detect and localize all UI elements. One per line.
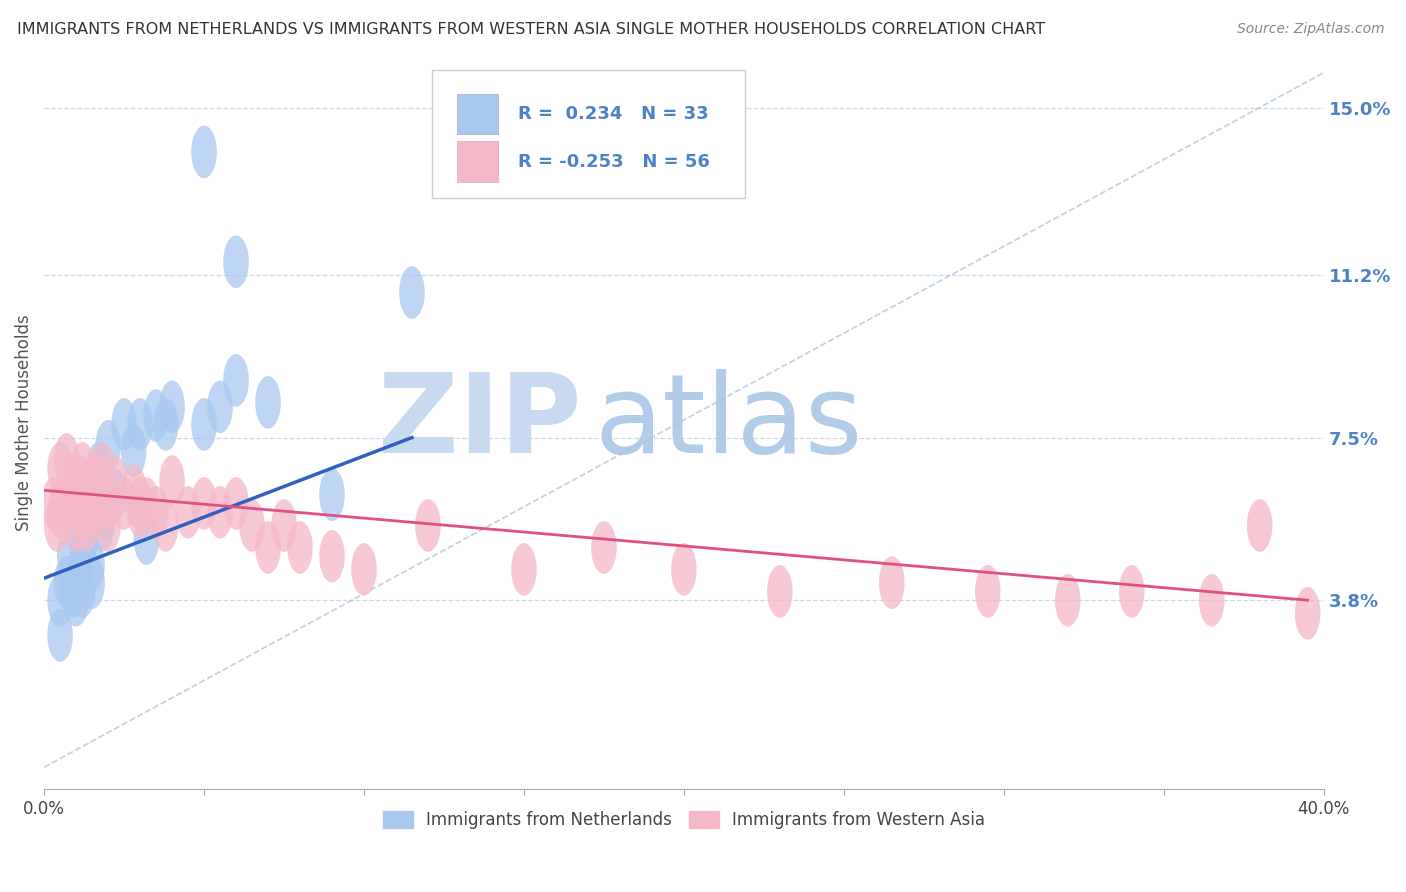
Ellipse shape	[70, 442, 96, 495]
Ellipse shape	[319, 468, 344, 521]
Ellipse shape	[224, 354, 249, 407]
Ellipse shape	[79, 455, 105, 508]
Ellipse shape	[48, 574, 73, 626]
Ellipse shape	[79, 539, 105, 591]
Ellipse shape	[207, 486, 233, 539]
Ellipse shape	[60, 477, 86, 530]
Ellipse shape	[44, 500, 70, 552]
Ellipse shape	[79, 486, 105, 539]
Ellipse shape	[111, 398, 136, 450]
Ellipse shape	[591, 521, 617, 574]
Ellipse shape	[56, 455, 83, 508]
FancyBboxPatch shape	[432, 70, 745, 198]
Ellipse shape	[1295, 587, 1320, 640]
Ellipse shape	[111, 477, 136, 530]
Ellipse shape	[101, 468, 128, 521]
Ellipse shape	[73, 512, 98, 565]
Ellipse shape	[121, 425, 146, 477]
Ellipse shape	[89, 500, 114, 552]
Ellipse shape	[53, 434, 79, 486]
Ellipse shape	[70, 521, 96, 574]
Text: atlas: atlas	[595, 368, 863, 475]
Text: R = -0.253   N = 56: R = -0.253 N = 56	[517, 153, 710, 170]
Text: IMMIGRANTS FROM NETHERLANDS VS IMMIGRANTS FROM WESTERN ASIA SINGLE MOTHER HOUSEH: IMMIGRANTS FROM NETHERLANDS VS IMMIGRANT…	[17, 22, 1045, 37]
Ellipse shape	[271, 500, 297, 552]
Ellipse shape	[76, 477, 101, 530]
Ellipse shape	[60, 565, 86, 618]
Ellipse shape	[256, 521, 281, 574]
Ellipse shape	[73, 500, 98, 552]
Ellipse shape	[48, 609, 73, 662]
Ellipse shape	[159, 455, 184, 508]
Ellipse shape	[143, 486, 169, 539]
Ellipse shape	[63, 500, 89, 552]
Ellipse shape	[319, 530, 344, 582]
Ellipse shape	[768, 565, 793, 618]
Ellipse shape	[143, 389, 169, 442]
Ellipse shape	[83, 477, 108, 530]
Ellipse shape	[66, 455, 93, 508]
Ellipse shape	[1199, 574, 1225, 626]
FancyBboxPatch shape	[457, 142, 498, 182]
Ellipse shape	[89, 442, 114, 495]
Ellipse shape	[671, 543, 696, 596]
Y-axis label: Single Mother Households: Single Mother Households	[15, 314, 32, 531]
Ellipse shape	[191, 126, 217, 178]
Ellipse shape	[66, 548, 93, 600]
Ellipse shape	[974, 565, 1001, 618]
Ellipse shape	[93, 486, 118, 539]
Ellipse shape	[48, 486, 73, 539]
Ellipse shape	[256, 376, 281, 429]
Ellipse shape	[191, 477, 217, 530]
Ellipse shape	[101, 455, 128, 508]
Text: R =  0.234   N = 33: R = 0.234 N = 33	[517, 105, 709, 123]
Text: ZIP: ZIP	[378, 368, 582, 475]
Ellipse shape	[176, 486, 201, 539]
Ellipse shape	[73, 477, 98, 530]
Ellipse shape	[512, 543, 537, 596]
Ellipse shape	[1247, 500, 1272, 552]
Ellipse shape	[79, 557, 105, 609]
Ellipse shape	[287, 521, 312, 574]
Ellipse shape	[128, 398, 153, 450]
Ellipse shape	[96, 420, 121, 473]
Ellipse shape	[207, 380, 233, 434]
Ellipse shape	[96, 477, 121, 530]
Ellipse shape	[1119, 565, 1144, 618]
Ellipse shape	[134, 477, 159, 530]
Ellipse shape	[415, 500, 440, 552]
Ellipse shape	[53, 557, 79, 609]
Ellipse shape	[51, 477, 76, 530]
Ellipse shape	[70, 565, 96, 618]
Ellipse shape	[86, 455, 111, 508]
Ellipse shape	[41, 477, 66, 530]
Ellipse shape	[128, 477, 153, 530]
FancyBboxPatch shape	[457, 94, 498, 134]
Ellipse shape	[63, 574, 89, 626]
Ellipse shape	[224, 477, 249, 530]
Ellipse shape	[239, 500, 264, 552]
Ellipse shape	[86, 442, 111, 495]
Ellipse shape	[399, 266, 425, 318]
Ellipse shape	[63, 500, 89, 552]
Ellipse shape	[159, 380, 184, 434]
Ellipse shape	[121, 464, 146, 516]
Ellipse shape	[56, 530, 83, 582]
Ellipse shape	[48, 442, 73, 495]
Ellipse shape	[224, 235, 249, 288]
Ellipse shape	[134, 512, 159, 565]
Ellipse shape	[352, 543, 377, 596]
Text: Source: ZipAtlas.com: Source: ZipAtlas.com	[1237, 22, 1385, 37]
Ellipse shape	[879, 557, 904, 609]
Legend: Immigrants from Netherlands, Immigrants from Western Asia: Immigrants from Netherlands, Immigrants …	[375, 805, 991, 836]
Ellipse shape	[153, 500, 179, 552]
Ellipse shape	[1054, 574, 1081, 626]
Ellipse shape	[191, 398, 217, 450]
Ellipse shape	[83, 468, 108, 521]
Ellipse shape	[96, 500, 121, 552]
Ellipse shape	[128, 486, 153, 539]
Ellipse shape	[153, 398, 179, 450]
